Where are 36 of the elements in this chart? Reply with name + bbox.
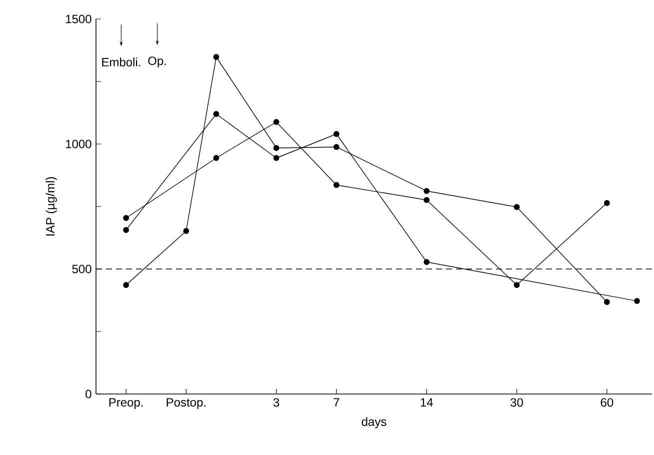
point — [213, 155, 220, 161]
point — [334, 182, 340, 188]
point — [334, 144, 340, 150]
x-tick-label: 3 — [273, 398, 280, 407]
point — [514, 282, 520, 288]
y-tick-label: 500 — [72, 264, 92, 274]
point — [123, 227, 129, 233]
x-tick-label: 60 — [600, 398, 614, 407]
annotation: Op. — [148, 56, 166, 68]
point — [424, 259, 430, 265]
point — [273, 155, 280, 161]
y-axis-title: IAP (µg/ml) — [46, 177, 57, 236]
point — [273, 145, 280, 151]
x-tick-label: 7 — [334, 398, 340, 406]
point — [213, 111, 220, 117]
point — [334, 131, 340, 137]
x-tick-label: 14 — [420, 398, 433, 406]
point — [123, 215, 129, 221]
point — [604, 299, 610, 305]
point — [183, 228, 190, 234]
x-tick-label: 30 — [510, 398, 523, 407]
x-tick-label: Preop. — [109, 398, 143, 409]
y-tick-label: 1000 — [66, 140, 92, 148]
x-tick-label: Postop. — [166, 398, 206, 409]
y-tick-label: 1500 — [66, 14, 92, 24]
point — [604, 200, 610, 206]
point — [123, 282, 129, 288]
point — [273, 119, 280, 125]
point — [424, 197, 430, 203]
x-axis-title: days — [362, 417, 386, 428]
point — [424, 188, 430, 194]
annotation: Emboli. — [102, 58, 140, 66]
point — [514, 204, 520, 210]
point — [634, 298, 640, 304]
y-tick-label: 0 — [86, 390, 92, 398]
point — [213, 54, 220, 60]
